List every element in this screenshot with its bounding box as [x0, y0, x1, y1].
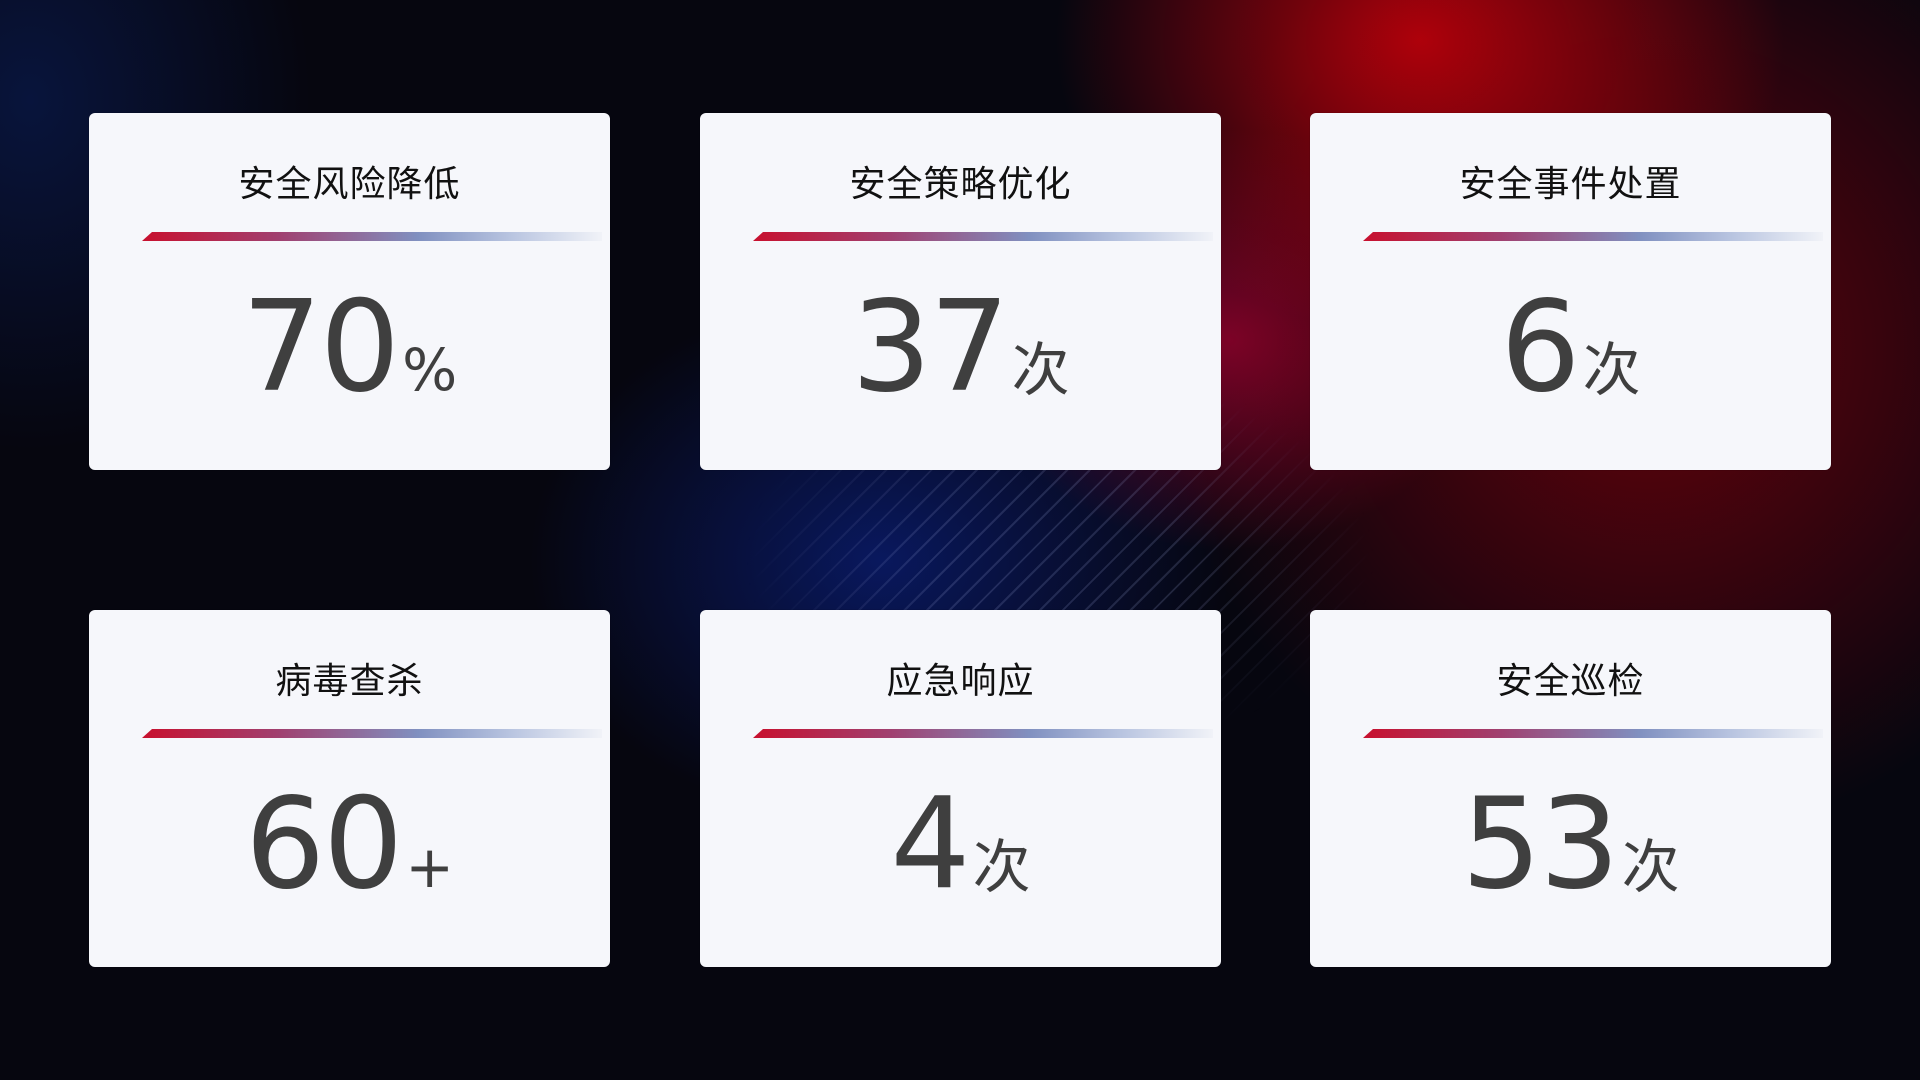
card-divider — [753, 729, 1213, 738]
card-value: 4次 — [700, 770, 1221, 917]
value-number: 4 — [890, 770, 970, 917]
value-number: 6 — [1500, 273, 1580, 420]
stat-card-virus-removal: 病毒查杀 60+ — [89, 610, 610, 967]
value-unit: % — [402, 336, 458, 404]
card-divider — [753, 232, 1213, 241]
stat-card-emergency-response: 应急响应 4次 — [700, 610, 1221, 967]
card-title: 应急响应 — [886, 661, 1035, 702]
card-value: 53次 — [1310, 770, 1831, 917]
stat-card-incident-handling: 安全事件处置 6次 — [1310, 113, 1831, 470]
card-divider — [1363, 729, 1823, 738]
value-number: 37 — [851, 273, 1009, 420]
stat-card-risk-reduction: 安全风险降低 70% — [89, 113, 610, 470]
card-title: 安全事件处置 — [1459, 164, 1682, 205]
stat-card-policy-optimization: 安全策略优化 37次 — [700, 113, 1221, 470]
value-unit: 次 — [972, 833, 1031, 901]
card-value: 6次 — [1310, 273, 1831, 420]
card-divider — [142, 232, 602, 241]
card-divider — [142, 729, 602, 738]
value-unit: 次 — [1011, 336, 1070, 404]
card-title: 病毒查杀 — [275, 661, 424, 702]
card-title: 安全策略优化 — [849, 164, 1072, 205]
card-title: 安全巡检 — [1496, 661, 1645, 702]
value-unit: + — [405, 833, 454, 901]
card-value: 60+ — [89, 770, 610, 917]
value-number: 60 — [245, 770, 403, 917]
value-unit: 次 — [1621, 833, 1680, 901]
value-number: 53 — [1461, 770, 1619, 917]
value-number: 70 — [241, 273, 400, 420]
card-value: 70% — [89, 273, 610, 420]
card-title: 安全风险降低 — [238, 164, 461, 205]
card-value: 37次 — [700, 273, 1221, 420]
value-unit: 次 — [1582, 336, 1641, 404]
stat-card-security-patrol: 安全巡检 53次 — [1310, 610, 1831, 967]
card-divider — [1363, 232, 1823, 241]
